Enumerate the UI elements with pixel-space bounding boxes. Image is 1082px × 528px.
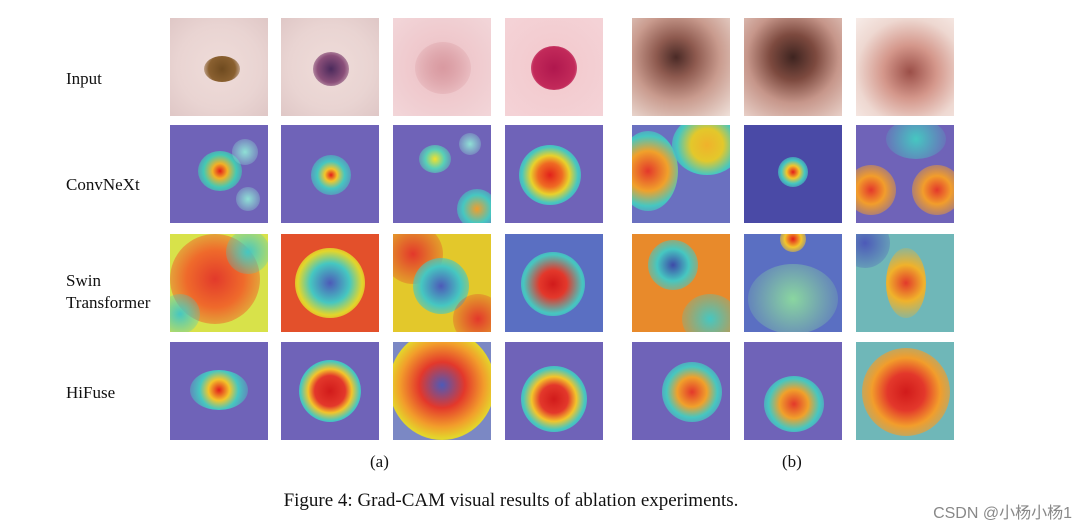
swin-cam-b2 [744,234,842,332]
convnext-cam-b2 [744,125,842,223]
convnext-cam-a3 [393,125,491,223]
hifuse-cam-a4 [505,342,603,440]
hifuse-cam-b1 [632,342,730,440]
input-image-b3 [856,18,954,116]
convnext-cam-b3 [856,125,954,223]
row-label-hifuse: HiFuse [66,383,116,402]
input-image-b1 [632,18,730,116]
row-label-swin-transformer: Swin Transformer [66,271,151,312]
input-image-a2 [281,18,379,116]
subcaption-b: (b) [782,452,802,471]
swin-cam-a1 [170,234,268,332]
convnext-cam-a1 [170,125,268,223]
row-label-input: Input [66,69,102,88]
input-image-a1 [170,18,268,116]
convnext-cam-b1 [632,125,730,223]
hifuse-cam-a1 [170,342,268,440]
hifuse-cam-a2 [281,342,379,440]
row-label-convnext: ConvNeXt [66,175,140,194]
swin-cam-b1 [632,234,730,332]
subcaption-a: (a) [370,452,389,471]
convnext-cam-a2 [281,125,379,223]
swin-cam-b3 [856,234,954,332]
input-image-b2 [744,18,842,116]
hifuse-cam-b3 [856,342,954,440]
watermark: CSDN @小杨小杨1 [933,505,1072,522]
swin-cam-a2 [281,234,379,332]
swin-cam-a4 [505,234,603,332]
hifuse-cam-b2 [744,342,842,440]
swin-cam-a3 [393,234,491,332]
hifuse-cam-a3 [393,342,491,440]
convnext-cam-a4 [505,125,603,223]
input-image-a4 [505,18,603,116]
figure-caption: Figure 4: Grad-CAM visual results of abl… [283,490,739,511]
input-image-a3 [393,18,491,116]
